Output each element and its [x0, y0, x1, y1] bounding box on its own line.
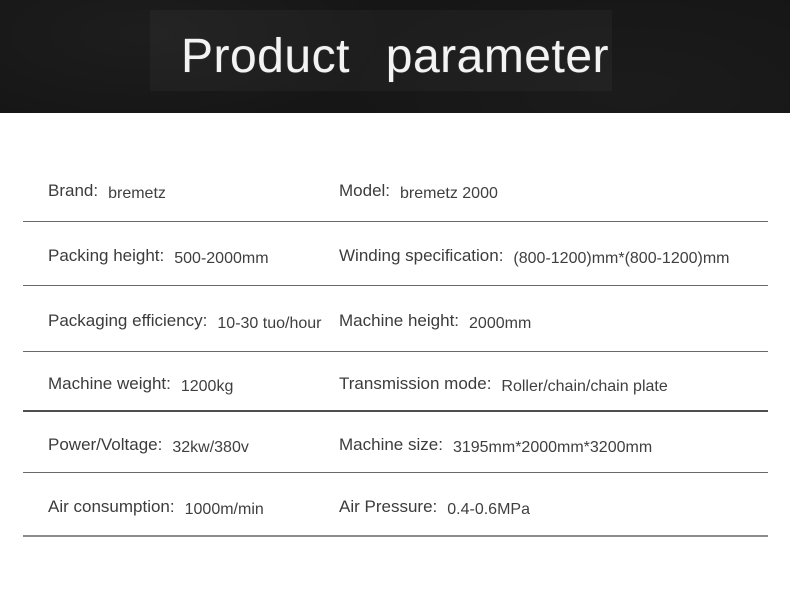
param-packaging-efficiency: Packaging efficiency: 10-30 tuo/hour: [23, 311, 339, 332]
param-label: Packing height:: [48, 246, 165, 265]
param-value: bremetz 2000: [400, 185, 498, 202]
param-label: Packaging efficiency:: [48, 311, 208, 330]
param-value: (800-1200)mm*(800-1200)mm: [513, 250, 730, 267]
param-value: 1000m/min: [184, 500, 264, 518]
parameter-table: Brand: bremetz Model: bremetz 2000 Packi…: [23, 156, 768, 537]
param-model: Model: bremetz 2000: [339, 181, 768, 202]
param-air-consumption: Air consumption: 1000m/min: [23, 496, 339, 518]
table-row: Power/Voltage: 32kw/380v Machine size: 3…: [23, 412, 768, 473]
param-label: Brand:: [48, 181, 99, 200]
param-value: 2000mm: [469, 315, 532, 332]
param-brand: Brand: bremetz: [23, 181, 339, 202]
param-machine-height: Machine height: 2000mm: [339, 311, 768, 332]
param-label: Machine size:: [339, 434, 443, 454]
param-packing-height: Packing height: 500-2000mm: [23, 246, 339, 267]
param-label: Air consumption:: [48, 496, 175, 516]
param-value: 10-30 tuo/hour: [217, 315, 322, 332]
param-label: Model:: [339, 181, 391, 200]
param-label: Machine height:: [339, 311, 460, 330]
param-machine-size: Machine size: 3195mm*2000mm*3200mm: [339, 434, 768, 456]
param-value: 0.4-0.6MPa: [447, 500, 530, 518]
param-label: Winding specification:: [339, 246, 504, 265]
param-transmission-mode: Transmission mode: Roller/chain/chain pl…: [339, 373, 768, 395]
param-value: 1200kg: [180, 377, 234, 395]
param-label: Transmission mode:: [339, 373, 492, 393]
table-row: Machine weight: 1200kg Transmission mode…: [23, 352, 768, 412]
param-air-pressure: Air Pressure: 0.4-0.6MPa: [339, 496, 768, 518]
param-label: Air Pressure:: [339, 496, 438, 516]
param-value: bremetz: [108, 185, 166, 202]
param-value: 3195mm*2000mm*3200mm: [452, 438, 653, 456]
param-label: Power/Voltage:: [48, 434, 163, 454]
param-value: Roller/chain/chain plate: [501, 377, 668, 395]
header-banner: Product parameter: [0, 0, 790, 113]
table-row: Packaging efficiency: 10-30 tuo/hour Mac…: [23, 286, 768, 352]
table-row: Packing height: 500-2000mm Winding speci…: [23, 222, 768, 286]
page-title: Product parameter: [180, 30, 610, 83]
param-machine-weight: Machine weight: 1200kg: [23, 373, 339, 395]
param-winding-specification: Winding specification: (800-1200)mm*(800…: [339, 246, 768, 267]
table-row: Brand: bremetz Model: bremetz 2000: [23, 156, 768, 222]
param-label: Machine weight:: [48, 373, 171, 393]
param-value: 32kw/380v: [172, 438, 249, 456]
param-value: 500-2000mm: [174, 250, 269, 267]
param-power-voltage: Power/Voltage: 32kw/380v: [23, 434, 339, 456]
table-row: Air consumption: 1000m/min Air Pressure:…: [23, 473, 768, 537]
